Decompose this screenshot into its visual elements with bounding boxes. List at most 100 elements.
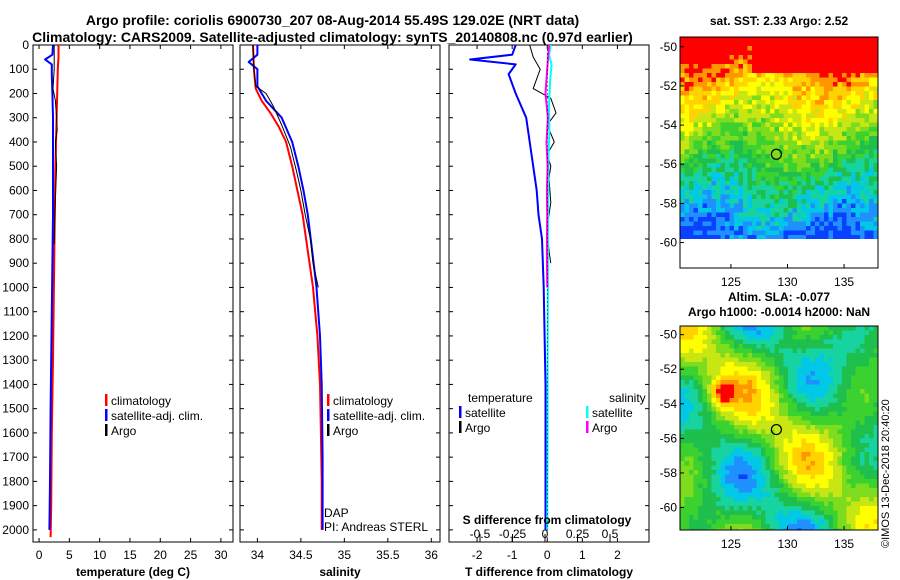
legend-swatch	[327, 409, 330, 421]
x-tick-label: 34	[251, 548, 265, 562]
x-tick-label: 0	[36, 548, 43, 562]
map-y-tick-label: -50	[660, 328, 678, 342]
x-tick-label: 20	[154, 548, 168, 562]
s-tick-label: -0.25	[499, 527, 527, 541]
x-tick-label: 15	[123, 548, 137, 562]
s-axis-label: S difference from climatology	[463, 513, 632, 527]
sla-map-subtitle: Argo h1000: -0.0014 h2000: NaN	[688, 305, 870, 319]
series-line-t-satellite	[469, 45, 547, 530]
depth-tick-label: 300	[9, 111, 29, 125]
profile-panel-temperature: 0100200300400500600700800900100011001200…	[2, 38, 234, 579]
depth-tick-label: 1200	[2, 329, 29, 343]
argo-location-marker	[770, 423, 782, 436]
depth-tick-label: 700	[9, 208, 29, 222]
depth-tick-label: 200	[9, 86, 29, 100]
map-x-tick-label: 125	[721, 275, 741, 289]
series-line-argo	[52, 45, 58, 244]
x-tick-label: 35	[338, 548, 352, 562]
depth-tick-label: 1300	[2, 353, 29, 367]
map-y-tick-label: -50	[660, 40, 678, 54]
map-x-tick-label: 135	[834, 275, 854, 289]
series-group	[44, 45, 60, 538]
legend-entry: satellite-adj. clim.	[333, 409, 425, 423]
figure-title-line1: Argo profile: coriolis 6900730_207 08-Au…	[85, 12, 580, 28]
x-axis-label: temperature (deg C)	[76, 565, 190, 579]
series-line-satellite-adj-clim-	[247, 45, 324, 530]
figure-title-line2: Climatology: CARS2009. Satellite-adjuste…	[32, 29, 633, 45]
x-tick-label: 34.5	[289, 548, 313, 562]
map-y-tick-label: -56	[660, 157, 678, 171]
map-sst_map: 125 130 135 -50 -52 -54 -56 -58 -60	[660, 36, 879, 289]
legend-swatch	[586, 421, 589, 433]
depth-tick-label: 900	[9, 256, 29, 270]
map-y-tick-label: -58	[660, 196, 678, 210]
depth-tick-label: 1800	[2, 474, 29, 488]
map-y-tick-label: -56	[660, 431, 678, 445]
x-tick-label: -1	[507, 548, 518, 562]
x-axis-label: T difference from climatology	[465, 565, 633, 579]
map-y-tick-label: -60	[660, 501, 678, 515]
map-frame	[679, 36, 879, 269]
map-x-tick-label: 130	[777, 275, 797, 289]
depth-tick-label: 600	[9, 183, 29, 197]
series-line-argo	[252, 45, 319, 288]
legend-swatch	[105, 394, 108, 406]
x-tick-label: 10	[93, 548, 107, 562]
map-x-tick-label: 125	[721, 537, 741, 551]
legend-entry: Argo	[592, 421, 618, 435]
series-line-climatology	[252, 45, 323, 530]
map-y-tick-label: -52	[660, 79, 678, 93]
x-tick-label: -2	[472, 548, 483, 562]
legend-swatch	[327, 424, 330, 436]
sst-map-title: sat. SST: 2.33 Argo: 2.52	[710, 14, 849, 28]
s-tick-label: 0.25	[566, 527, 590, 541]
x-tick-label: 0	[544, 548, 551, 562]
legend-entry: satellite	[465, 406, 506, 420]
map-field	[680, 326, 878, 530]
map-frame	[679, 325, 879, 531]
legend-entry: satellite-adj. clim.	[111, 409, 203, 423]
map-sla_map: 125 130 135 -50 -52 -54 -56 -58 -60	[660, 325, 879, 551]
depth-tick-label: 2000	[2, 523, 29, 537]
x-tick-label: 30	[214, 548, 228, 562]
legend-swatch	[459, 406, 462, 418]
credit-pi: PI: Andreas STERL	[324, 520, 428, 534]
legend-entry: climatology	[111, 394, 171, 408]
x-tick-label: 1	[579, 548, 586, 562]
profile-panel-salinity: 34 34.5 35 35.5 36 salinity	[239, 44, 441, 579]
depth-tick-label: 1000	[2, 280, 29, 294]
depth-tick-label: 0	[22, 38, 29, 52]
profile-panel-difference: -2 -1 0 1 2 T difference from climatology	[448, 44, 650, 579]
legend-entry: Argo	[111, 424, 137, 438]
legend-swatch	[105, 424, 108, 436]
s-tick-label: 0.5	[602, 527, 619, 541]
plot-frame	[239, 44, 441, 543]
legend-swatch	[459, 421, 462, 433]
s-tick-label: 0	[542, 527, 549, 541]
legend-entry: satellite	[592, 406, 633, 420]
x-tick-label: 36	[425, 548, 439, 562]
plot-frame	[32, 44, 234, 543]
argo-location-marker	[770, 148, 782, 160]
map-y-tick-label: -52	[660, 362, 678, 376]
map-x-tick-label: 135	[834, 537, 854, 551]
legend-entry: Argo	[333, 424, 359, 438]
map-x-tick-label: 130	[777, 537, 797, 551]
x-tick-label: 25	[184, 548, 198, 562]
depth-tick-label: 1700	[2, 450, 29, 464]
legend-entry: Argo	[465, 421, 491, 435]
legend-swatch	[586, 406, 589, 418]
legend-entry: climatology	[333, 394, 393, 408]
imos-stamp: ©IMOS 13-Dec-2018 20:40:20	[880, 399, 892, 548]
map-y-tick-label: -58	[660, 466, 678, 480]
legend-title-temperature: temperature	[468, 391, 533, 405]
depth-tick-label: 1500	[2, 402, 29, 416]
depth-tick-label: 500	[9, 159, 29, 173]
depth-tick-label: 1400	[2, 377, 29, 391]
x-axis-label: salinity	[319, 565, 361, 579]
map-y-tick-label: -60	[660, 236, 678, 250]
depth-tick-label: 400	[9, 135, 29, 149]
legend-swatch	[105, 409, 108, 421]
map-field	[680, 37, 878, 239]
